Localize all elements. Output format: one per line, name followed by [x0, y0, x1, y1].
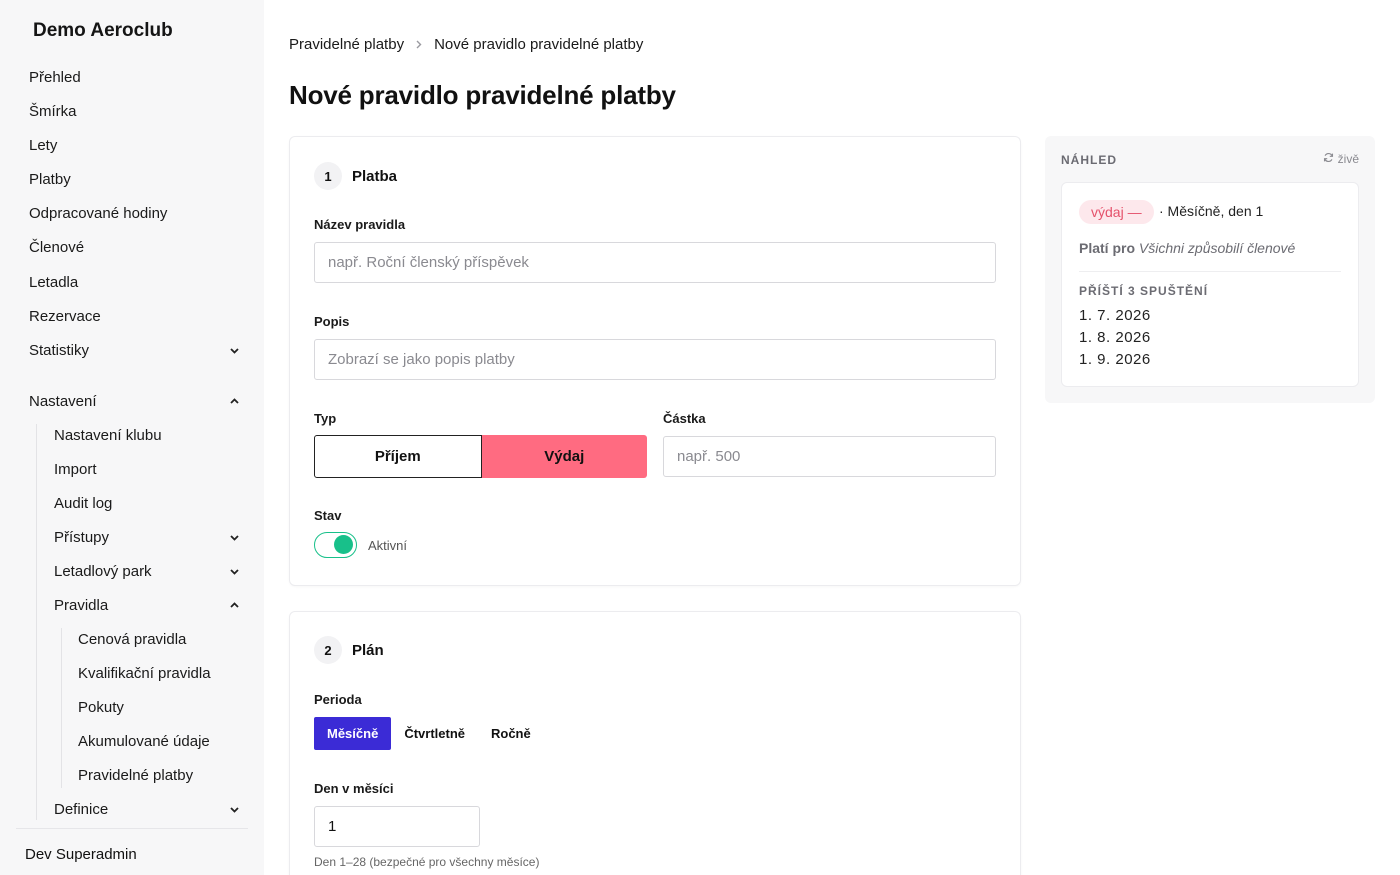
step-number: 1 — [314, 162, 342, 190]
sidebar-item-nastaveni-klubu[interactable]: Nastavení klubu — [54, 427, 162, 444]
sidebar-item-pokuty[interactable]: Pokuty — [78, 699, 124, 716]
chevron-up-icon[interactable] — [230, 398, 239, 406]
description-input[interactable] — [314, 339, 996, 380]
sidebar-item-clenove[interactable]: Členové — [29, 239, 85, 256]
period-quarterly-button[interactable]: Čtvrtletně — [404, 726, 465, 741]
description-label: Popis — [314, 314, 350, 329]
chevron-down-icon[interactable] — [230, 535, 239, 543]
day-of-month-input[interactable] — [314, 806, 480, 847]
sidebar-item-nastaveni[interactable]: Nastavení — [29, 393, 97, 410]
type-toggle: Příjem Výdaj — [314, 435, 647, 478]
sidebar-item-odpracovane-hodiny[interactable]: Odpracované hodiny — [29, 205, 168, 222]
sidebar-item-cenova-pravidla[interactable]: Cenová pravidla — [78, 631, 187, 648]
preview-title: NÁHLED — [1061, 153, 1117, 167]
rule-name-input[interactable] — [314, 242, 996, 283]
status-label: Stav — [314, 508, 342, 523]
next-runs-label: PŘÍŠTÍ 3 SPUŠTĚNÍ — [1079, 284, 1209, 298]
sidebar-divider — [16, 828, 248, 829]
payment-section: 1 Platba Název pravidla Popis Typ Příjem… — [289, 136, 1021, 586]
sidebar-item-pristupy[interactable]: Přístupy — [54, 529, 110, 546]
step-header: 1 Platba — [314, 162, 397, 190]
tree-line — [36, 424, 37, 820]
day-label: Den v měsíci — [314, 781, 394, 796]
sidebar-item-pravidla[interactable]: Pravidla — [54, 597, 109, 614]
amount-label: Částka — [663, 411, 706, 426]
chevron-up-icon[interactable] — [230, 602, 239, 610]
chevron-down-icon[interactable] — [230, 348, 239, 356]
applies-to: Platí pro Všichni způsobilí členové — [1079, 240, 1295, 256]
step-number: 2 — [314, 636, 342, 664]
sidebar-item-lety[interactable]: Lety — [29, 137, 58, 154]
chevron-right-icon — [416, 37, 422, 52]
applies-value: Všichni způsobilí členové — [1138, 240, 1296, 256]
name-label: Název pravidla — [314, 217, 406, 232]
plan-section: 2 Plán Perioda Měsíčně Čtvrtletně Ročně … — [289, 611, 1021, 875]
breadcrumb-parent[interactable]: Pravidelné platby — [289, 35, 405, 53]
type-badge: výdaj — — [1079, 200, 1154, 224]
period-yearly-button[interactable]: Ročně — [491, 726, 531, 741]
frequency-text: · Měsíčně, den 1 — [1159, 203, 1264, 219]
period-monthly-button[interactable]: Měsíčně — [314, 717, 392, 750]
type-income-button[interactable]: Příjem — [314, 435, 482, 478]
applies-label: Platí pro — [1079, 240, 1136, 256]
type-expense-button[interactable]: Výdaj — [481, 435, 647, 478]
sidebar-item-letadla[interactable]: Letadla — [29, 274, 79, 291]
next-run-date: 1. 9. 2026 — [1079, 351, 1151, 368]
sidebar-item-pravidelne-platby[interactable]: Pravidelné platby — [78, 767, 194, 784]
sidebar-item-audit-log[interactable]: Audit log — [54, 495, 113, 512]
sidebar: Demo Aeroclub Přehled Šmírka Lety Platby… — [0, 0, 264, 875]
sidebar-item-rezervace[interactable]: Rezervace — [29, 308, 101, 325]
status-toggle[interactable] — [314, 532, 357, 558]
breadcrumb: Pravidelné platby Nové pravidlo pravidel… — [289, 34, 643, 54]
sidebar-item-prehled[interactable]: Přehled — [29, 69, 81, 86]
next-run-date: 1. 7. 2026 — [1079, 307, 1151, 324]
sidebar-item-platby[interactable]: Platby — [29, 171, 71, 188]
live-label: živě — [1337, 152, 1359, 166]
refresh-icon — [1323, 152, 1334, 166]
period-label: Perioda — [314, 692, 362, 707]
preview-panel: NÁHLED živě výdaj — · Měsíčně, den 1 Pla… — [1045, 136, 1375, 403]
breadcrumb-current: Nové pravidlo pravidelné platby — [434, 35, 644, 53]
chevron-down-icon[interactable] — [230, 807, 239, 815]
period-selector: Měsíčně Čtvrtletně Ročně — [314, 717, 544, 750]
sidebar-item-definice[interactable]: Definice — [54, 801, 109, 818]
live-indicator: živě — [1323, 152, 1359, 166]
club-name: Demo Aeroclub — [33, 20, 173, 41]
tree-line — [61, 628, 62, 788]
sidebar-item-kvalifikacni-pravidla[interactable]: Kvalifikační pravidla — [78, 665, 211, 682]
sidebar-item-akumulovane-udaje[interactable]: Akumulované údaje — [78, 733, 210, 750]
preview-divider — [1079, 271, 1341, 272]
day-hint: Den 1–28 (bezpečné pro všechny měsíce) — [314, 855, 540, 869]
step-title: Platba — [352, 167, 398, 185]
preview-card: výdaj — · Měsíčně, den 1 Platí pro Všich… — [1061, 182, 1359, 387]
sidebar-item-letadlovy-park[interactable]: Letadlový park — [54, 563, 152, 580]
page-title: Nové pravidlo pravidelné platby — [289, 80, 676, 110]
step-header: 2 Plán — [314, 636, 384, 664]
amount-input[interactable] — [663, 436, 996, 477]
type-label: Typ — [314, 411, 337, 426]
user-name[interactable]: Dev Superadmin — [25, 846, 137, 863]
status-value: Aktivní — [368, 538, 408, 553]
chevron-down-icon[interactable] — [230, 569, 239, 577]
sidebar-item-statistiky[interactable]: Statistiky — [29, 342, 90, 359]
sidebar-item-import[interactable]: Import — [54, 461, 97, 478]
toggle-knob — [334, 535, 353, 554]
sidebar-item-smirka[interactable]: Šmírka — [29, 103, 77, 120]
step-title: Plán — [352, 641, 384, 659]
next-run-date: 1. 8. 2026 — [1079, 329, 1151, 346]
